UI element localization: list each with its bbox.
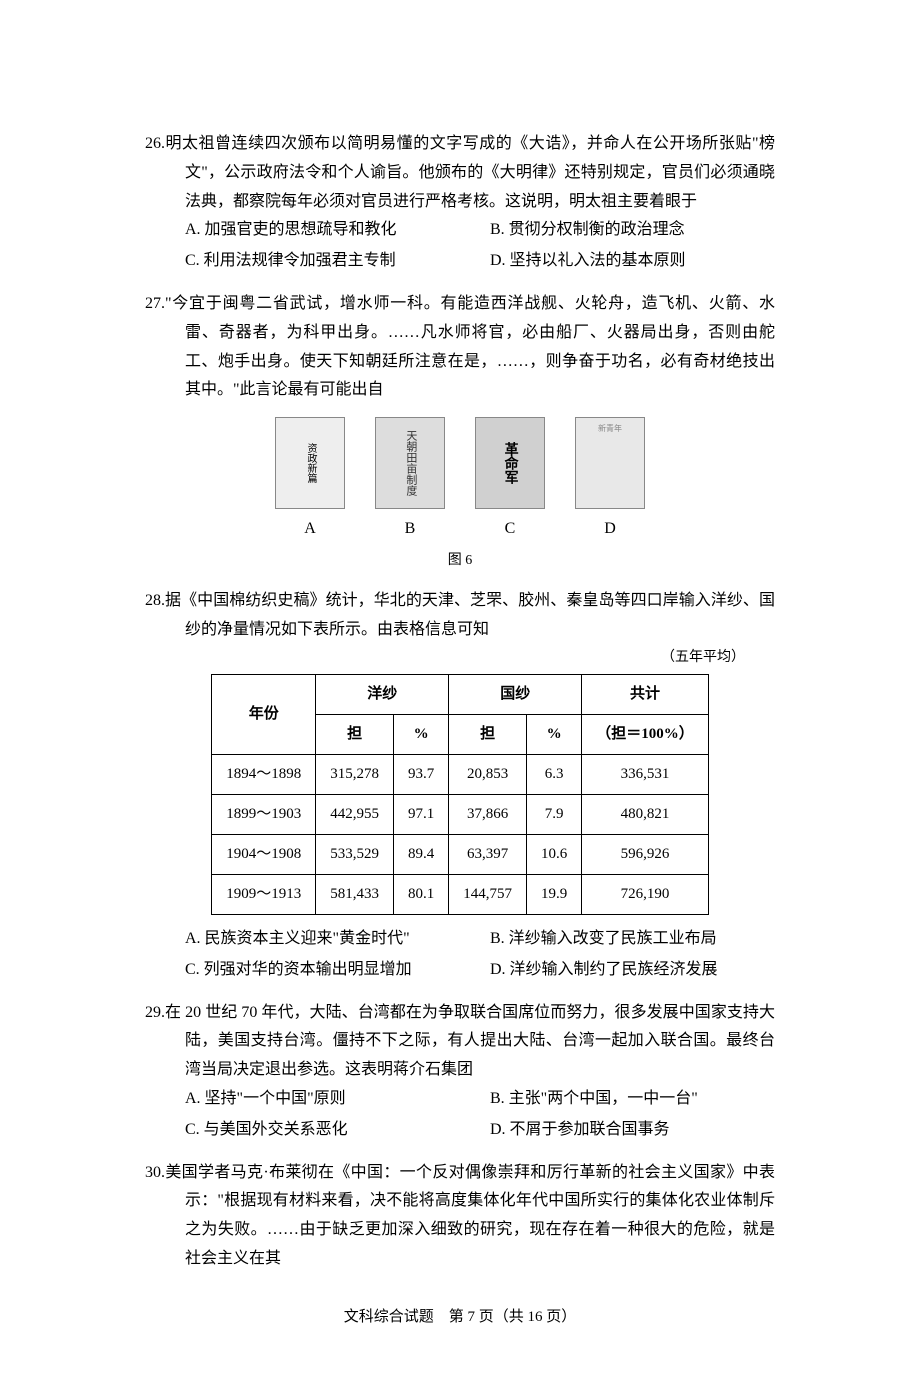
image-d-label: D (604, 515, 616, 544)
question-text: 30.美国学者马克·布莱彻在《中国：一个反对偶像崇拜和厉行革新的社会主义国家》中… (145, 1159, 775, 1274)
image-option-c: 革命军 C (475, 417, 545, 544)
cell-total: 336,531 (582, 754, 709, 794)
col-dpct: % (527, 714, 582, 754)
cell-ddan: 144,757 (449, 874, 527, 914)
question-number: 26. (145, 135, 165, 152)
question-number: 29. (145, 1004, 165, 1021)
question-body: "今宜于闽粤二省武试，增水师一科。有能造西洋战舰、火轮舟，造飞机、火箭、水雷、奇… (165, 295, 775, 398)
cell-dpct: 19.9 (527, 874, 582, 914)
option-d: D. 不屑于参加联合国事务 (490, 1116, 775, 1145)
question-number: 28. (145, 592, 165, 609)
cell-dpct: 10.6 (527, 834, 582, 874)
question-28: 28.据《中国棉纺织史稿》统计，华北的天津、芝罘、胶州、秦皇岛等四口岸输入洋纱、… (145, 587, 775, 984)
cell-total: 726,190 (582, 874, 709, 914)
option-d: D. 坚持以礼入法的基本原则 (490, 247, 775, 276)
col-domestic: 国纱 (449, 674, 582, 714)
col-fdan: 担 (316, 714, 394, 754)
question-body: 据《中国棉纺织史稿》统计，华北的天津、芝罘、胶州、秦皇岛等四口岸输入洋纱、国纱的… (165, 592, 775, 638)
options-row: A. 加强官吏的思想疏导和教化 B. 贯彻分权制衡的政治理念 C. 利用法规律令… (145, 216, 775, 276)
page-footer: 文科综合试题 第 7 页（共 16 页） (145, 1304, 775, 1331)
col-total: 共计 (582, 674, 709, 714)
cell-fdan: 581,433 (316, 874, 394, 914)
col-year: 年份 (212, 674, 316, 754)
image-options-row: 资政新篇 A 天朝田亩制度 B 革命军 C 新青年 D (145, 417, 775, 544)
cell-fdan: 315,278 (316, 754, 394, 794)
cell-fpct: 80.1 (394, 874, 449, 914)
image-b-icon: 天朝田亩制度 (375, 417, 445, 509)
question-text: 29.在 20 世纪 70 年代，大陆、台湾都在为争取联合国席位而努力，很多发展… (145, 999, 775, 1085)
option-b: B. 贯彻分权制衡的政治理念 (490, 216, 775, 245)
option-a: A. 民族资本主义迎来"黄金时代" (185, 925, 470, 954)
question-number: 27. (145, 295, 165, 312)
option-a: A. 加强官吏的思想疏导和教化 (185, 216, 470, 245)
cell-year: 1904～1908 (212, 834, 316, 874)
table-header-row-1: 年份 洋纱 国纱 共计 (212, 674, 709, 714)
table-row: 1894～1898 315,278 93.7 20,853 6.3 336,53… (212, 754, 709, 794)
image-c-icon: 革命军 (475, 417, 545, 509)
option-c: C. 与美国外交关系恶化 (185, 1116, 470, 1145)
cell-dpct: 7.9 (527, 794, 582, 834)
option-a: A. 坚持"一个中国"原则 (185, 1085, 470, 1114)
cell-fdan: 533,529 (316, 834, 394, 874)
option-d: D. 洋纱输入制约了民族经济发展 (490, 956, 775, 985)
question-body: 美国学者马克·布莱彻在《中国：一个反对偶像崇拜和厉行革新的社会主义国家》中表示：… (165, 1164, 775, 1267)
image-a-icon: 资政新篇 (275, 417, 345, 509)
image-c-label: C (505, 515, 516, 544)
options-row: A. 坚持"一个中国"原则 B. 主张"两个中国，一中一台" C. 与美国外交关… (145, 1085, 775, 1145)
question-26: 26.明太祖曾连续四次颁布以简明易懂的文字写成的《大诰》，并命人在公开场所张贴"… (145, 130, 775, 276)
image-option-a: 资政新篇 A (275, 417, 345, 544)
cell-ddan: 20,853 (449, 754, 527, 794)
table-row: 1904～1908 533,529 89.4 63,397 10.6 596,9… (212, 834, 709, 874)
question-text: 26.明太祖曾连续四次颁布以简明易懂的文字写成的《大诰》，并命人在公开场所张贴"… (145, 130, 775, 216)
cell-year: 1899～1903 (212, 794, 316, 834)
question-29: 29.在 20 世纪 70 年代，大陆、台湾都在为争取联合国席位而努力，很多发展… (145, 999, 775, 1145)
cell-total: 480,821 (582, 794, 709, 834)
col-total-unit: （担＝100%） (582, 714, 709, 754)
cell-fpct: 93.7 (394, 754, 449, 794)
image-b-label: B (405, 515, 416, 544)
option-c: C. 利用法规律令加强君主专制 (185, 247, 470, 276)
col-fpct: % (394, 714, 449, 754)
cell-fdan: 442,955 (316, 794, 394, 834)
table-row: 1909～1913 581,433 80.1 144,757 19.9 726,… (212, 874, 709, 914)
options-row: A. 民族资本主义迎来"黄金时代" B. 洋纱输入改变了民族工业布局 C. 列强… (145, 925, 775, 985)
table-note: （五年平均） (145, 645, 775, 670)
image-option-d: 新青年 D (575, 417, 645, 544)
cell-year: 1909～1913 (212, 874, 316, 914)
option-c: C. 列强对华的资本输出明显增加 (185, 956, 470, 985)
cell-fpct: 89.4 (394, 834, 449, 874)
table-row: 1899～1903 442,955 97.1 37,866 7.9 480,82… (212, 794, 709, 834)
question-text: 28.据《中国棉纺织史稿》统计，华北的天津、芝罘、胶州、秦皇岛等四口岸输入洋纱、… (145, 587, 775, 645)
question-text: 27."今宜于闽粤二省武试，增水师一科。有能造西洋战舰、火轮舟，造飞机、火箭、水… (145, 290, 775, 405)
cell-dpct: 6.3 (527, 754, 582, 794)
cell-fpct: 97.1 (394, 794, 449, 834)
col-foreign: 洋纱 (316, 674, 449, 714)
question-body: 明太祖曾连续四次颁布以简明易懂的文字写成的《大诰》，并命人在公开场所张贴"榜文"… (165, 135, 775, 210)
question-27: 27."今宜于闽粤二省武试，增水师一科。有能造西洋战舰、火轮舟，造飞机、火箭、水… (145, 290, 775, 573)
image-a-label: A (304, 515, 316, 544)
image-d-icon: 新青年 (575, 417, 645, 509)
option-b: B. 洋纱输入改变了民族工业布局 (490, 925, 775, 954)
cell-year: 1894～1898 (212, 754, 316, 794)
image-option-b: 天朝田亩制度 B (375, 417, 445, 544)
figure-caption: 图 6 (145, 548, 775, 573)
question-number: 30. (145, 1164, 165, 1181)
question-body: 在 20 世纪 70 年代，大陆、台湾都在为争取联合国席位而努力，很多发展中国家… (165, 1004, 775, 1079)
cell-ddan: 37,866 (449, 794, 527, 834)
data-table: 年份 洋纱 国纱 共计 担 % 担 % （担＝100%） 1894～1898 3… (211, 674, 709, 915)
option-b: B. 主张"两个中国，一中一台" (490, 1085, 775, 1114)
cell-ddan: 63,397 (449, 834, 527, 874)
question-30: 30.美国学者马克·布莱彻在《中国：一个反对偶像崇拜和厉行革新的社会主义国家》中… (145, 1159, 775, 1274)
col-ddan: 担 (449, 714, 527, 754)
cell-total: 596,926 (582, 834, 709, 874)
